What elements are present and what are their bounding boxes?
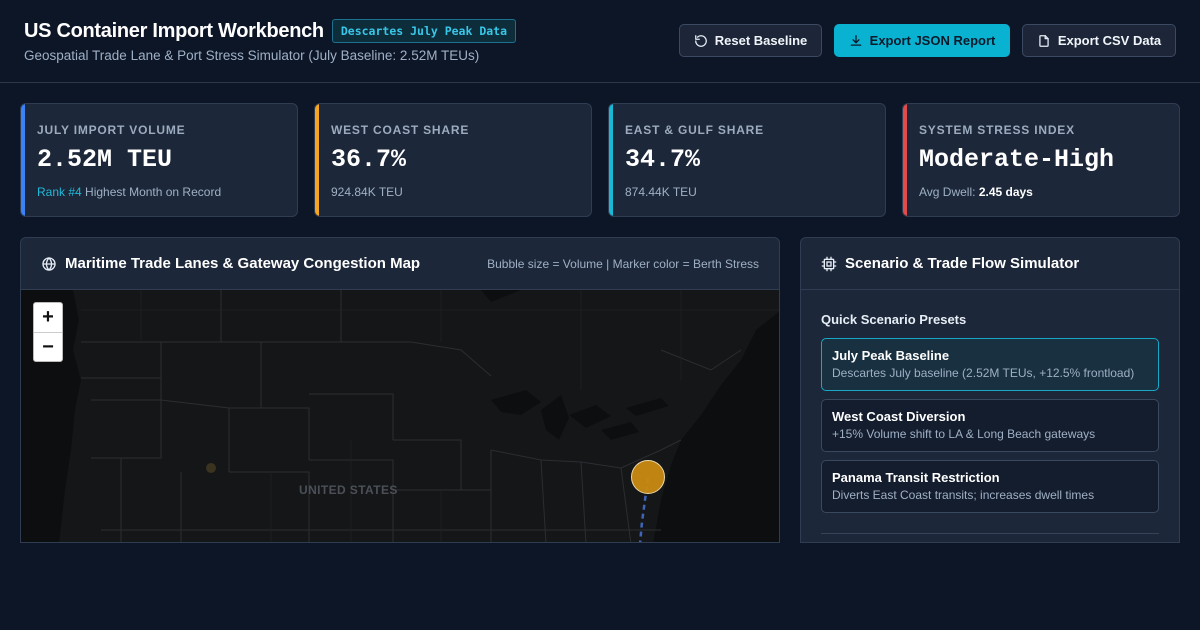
kpi-footnote: Rank #4 Highest Month on Record [37, 185, 221, 199]
zoom-controls: + − [33, 302, 63, 362]
kpi-card-west-coast: WEST COAST SHARE 36.7% 924.84K TEU [314, 103, 592, 217]
rank-highlight: Rank #4 [37, 185, 82, 199]
download-icon [850, 34, 861, 46]
data-source-badge: Descartes July Peak Data [331, 19, 517, 43]
preset-panama-transit-restriction[interactable]: Panama Transit Restriction Diverts East … [821, 460, 1159, 513]
map-panel: Maritime Trade Lanes & Gateway Congestio… [20, 237, 780, 543]
kpi-card-stress-index: SYSTEM STRESS INDEX Moderate-High Avg Dw… [902, 103, 1180, 217]
section-divider [821, 533, 1159, 534]
map-panel-header: Maritime Trade Lanes & Gateway Congestio… [21, 238, 779, 290]
export-csv-label: Export CSV Data [1057, 33, 1162, 48]
kpi-value: 2.52M TEU [37, 145, 173, 174]
kpi-footnote: 874.44K TEU [625, 185, 697, 199]
card-accent [903, 104, 907, 216]
export-json-button[interactable]: Export JSON Report [834, 24, 1010, 57]
card-accent [21, 104, 25, 216]
avg-dwell-value: 2.45 days [978, 185, 1033, 199]
map-basemap [21, 290, 779, 542]
globe-icon [42, 256, 56, 271]
kpi-footnote: Avg Dwell: 2.45 days [919, 185, 1033, 199]
app-header: US Container Import Workbench Descartes … [0, 0, 1200, 83]
map-panel-title: Maritime Trade Lanes & Gateway Congestio… [65, 255, 421, 272]
kpi-footnote-text: Avg Dwell: [919, 185, 976, 199]
kpi-value: 34.7% [625, 145, 701, 174]
simulator-panel-header: Scenario & Trade Flow Simulator [801, 238, 1179, 290]
export-csv-button[interactable]: Export CSV Data [1022, 24, 1176, 57]
title-row: US Container Import Workbench Descartes … [24, 19, 517, 43]
simulator-body: Quick Scenario Presets July Peak Baselin… [801, 290, 1179, 534]
card-accent [609, 104, 613, 216]
reset-baseline-label: Reset Baseline [714, 33, 808, 48]
app-title: US Container Import Workbench [24, 19, 324, 42]
preset-west-coast-diversion[interactable]: West Coast Diversion +15% Volume shift t… [821, 399, 1159, 452]
app-subtitle: Geospatial Trade Lane & Port Stress Simu… [24, 48, 480, 63]
cpu-icon [821, 256, 837, 271]
kpi-label: WEST COAST SHARE [331, 123, 470, 137]
preset-description: +15% Volume shift to LA & Long Beach gat… [832, 427, 1096, 441]
kpi-card-import-volume: JULY IMPORT VOLUME 2.52M TEU Rank #4 Hig… [20, 103, 298, 217]
kpi-footnote: 924.84K TEU [331, 185, 403, 199]
kpi-label: EAST & GULF SHARE [625, 123, 764, 137]
kpi-card-east-gulf: EAST & GULF SHARE 34.7% 874.44K TEU [608, 103, 886, 217]
kpi-value: 36.7% [331, 145, 407, 174]
simulator-panel: Scenario & Trade Flow Simulator Quick Sc… [800, 237, 1180, 543]
card-accent [315, 104, 319, 216]
zoom-out-button[interactable]: − [34, 332, 62, 361]
preset-title: Panama Transit Restriction [832, 470, 1000, 485]
export-json-label: Export JSON Report [869, 33, 996, 48]
kpi-label: JULY IMPORT VOLUME [37, 123, 186, 137]
preset-july-peak-baseline[interactable]: July Peak Baseline Descartes July baseli… [821, 338, 1159, 391]
presets-label: Quick Scenario Presets [821, 312, 967, 327]
preset-title: West Coast Diversion [832, 409, 966, 424]
kpi-footnote-text: Highest Month on Record [85, 185, 222, 199]
kpi-value: Moderate-High [919, 145, 1115, 174]
preset-description: Diverts East Coast transits; increases d… [832, 488, 1095, 502]
trade-lane-map[interactable]: + − UNITED STATES [21, 290, 779, 542]
port-marker-new-york[interactable] [631, 460, 665, 494]
reset-baseline-button[interactable]: Reset Baseline [679, 24, 822, 57]
preset-title: July Peak Baseline [832, 348, 950, 363]
map-legend-hint: Bubble size = Volume | Marker color = Be… [487, 257, 759, 271]
map-country-label: UNITED STATES [299, 483, 398, 497]
zoom-in-button[interactable]: + [42, 306, 54, 328]
kpi-label: SYSTEM STRESS INDEX [919, 123, 1075, 137]
simulator-panel-title: Scenario & Trade Flow Simulator [845, 255, 1080, 272]
reset-icon [694, 34, 707, 47]
file-icon [1039, 34, 1049, 47]
preset-description: Descartes July baseline (2.52M TEUs, +12… [832, 366, 1135, 380]
